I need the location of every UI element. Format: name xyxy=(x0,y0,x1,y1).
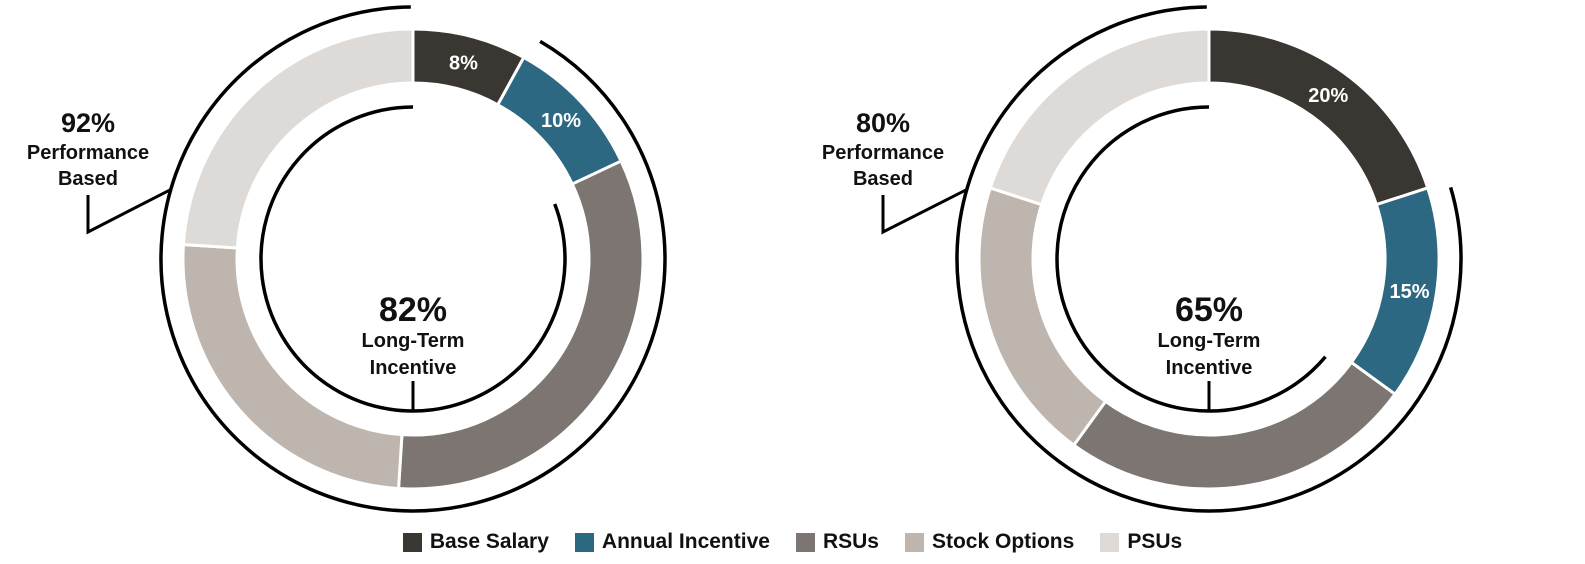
slice-psus xyxy=(988,27,1211,207)
performance-based-label: Based xyxy=(58,168,118,190)
long-term-incentive-bracket xyxy=(1055,105,1327,413)
legend-item-annual-incentive: Annual Incentive xyxy=(574,530,770,554)
legend-item-base-salary: Base Salary xyxy=(402,530,549,554)
long-term-incentive-pct: 82% xyxy=(379,291,447,329)
legend-swatch-rsus xyxy=(795,532,815,552)
legend-label: Stock Options xyxy=(931,530,1075,553)
long-term-incentive-pct: 65% xyxy=(1175,291,1243,329)
performance-based-bracket xyxy=(159,5,667,513)
slice-label: 10% xyxy=(541,110,581,132)
slice-label: 15% xyxy=(1389,281,1429,303)
performance-leader-line xyxy=(86,188,172,235)
legend-item-psus: PSUs xyxy=(1100,530,1182,554)
legend-swatch-psus xyxy=(1100,532,1120,552)
legend-label: Annual Incentive xyxy=(601,530,770,553)
performance-based-bracket xyxy=(955,5,1463,513)
performance-based-pct: 80% xyxy=(856,108,910,138)
legend-swatch-annual-incentive xyxy=(574,532,594,552)
legend-item-stock-options: Stock Options xyxy=(904,530,1075,554)
long-term-incentive-bracket xyxy=(259,105,567,413)
performance-based-label: Performance xyxy=(822,142,944,164)
performance-leader-line xyxy=(881,188,968,235)
slice-psus xyxy=(181,27,415,250)
long-term-incentive-label: Long-Term xyxy=(1158,330,1261,352)
performance-based-label: Performance xyxy=(27,142,149,164)
slice-base-salary xyxy=(1207,27,1430,207)
slice-label: 20% xyxy=(1308,85,1348,107)
legend-swatch-base-salary xyxy=(402,532,422,552)
legend-item-rsus: RSUs xyxy=(795,530,879,554)
pay-mix-donut-charts: 8%10%92%PerformanceBased82%Long-TermInce… xyxy=(27,5,1463,513)
slice-label: 8% xyxy=(449,52,478,74)
long-term-incentive-label: Long-Term xyxy=(362,330,465,352)
long-term-incentive-label: Incentive xyxy=(370,357,457,379)
legend-label: Base Salary xyxy=(429,530,549,553)
performance-based-pct: 92% xyxy=(61,108,115,138)
legend-swatch-stock-options xyxy=(904,532,924,552)
legend-label: PSUs xyxy=(1127,530,1183,553)
legend-label: RSUs xyxy=(822,530,879,553)
performance-based-label: Based xyxy=(853,168,913,190)
legend: Base Salary Annual Incentive RSUs Stock … xyxy=(0,525,1585,559)
slice-stock-options xyxy=(977,186,1108,448)
long-term-incentive-label: Incentive xyxy=(1166,357,1253,379)
